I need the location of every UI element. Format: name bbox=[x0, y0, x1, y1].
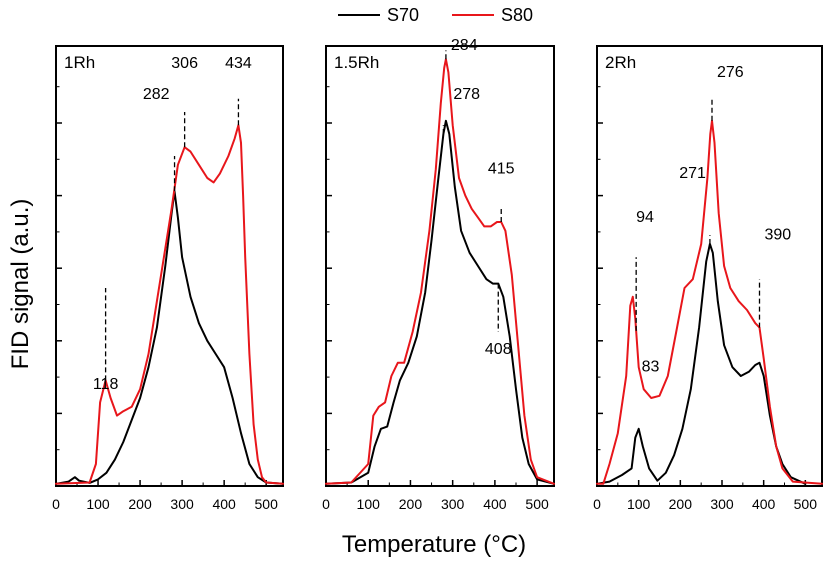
plot-frame bbox=[55, 45, 284, 487]
panel-label: 1.5Rh bbox=[334, 53, 379, 72]
peak-label: 276 bbox=[717, 64, 744, 81]
peak-label: 83 bbox=[642, 359, 660, 376]
x-tick-label: 100 bbox=[627, 496, 651, 512]
plot-frame bbox=[325, 45, 555, 487]
series-line-s80 bbox=[55, 124, 284, 485]
x-tick-label: 200 bbox=[399, 496, 423, 512]
x-tick-label: 0 bbox=[593, 496, 601, 512]
peak-label: 94 bbox=[636, 209, 654, 226]
plot-frame bbox=[596, 45, 823, 487]
peak-label: 282 bbox=[143, 86, 170, 103]
chart-legend: S70 S80 bbox=[338, 5, 533, 25]
x-tick-label: 100 bbox=[86, 496, 110, 512]
peak-label: 118 bbox=[93, 376, 119, 393]
x-tick-label: 200 bbox=[128, 496, 152, 512]
x-tick-label: 500 bbox=[794, 496, 818, 512]
series-line-s70 bbox=[325, 119, 555, 485]
peak-label: 306 bbox=[171, 55, 198, 72]
x-tick-label: 400 bbox=[483, 496, 507, 512]
legend-label: S70 bbox=[387, 5, 419, 25]
peak-label: 408 bbox=[485, 341, 512, 358]
x-tick-label: 500 bbox=[525, 496, 549, 512]
x-tick-label: 400 bbox=[752, 496, 776, 512]
panel-1.5rh: 0 100 200 300 400 500 1.5Rh 284 278 415 408 bbox=[322, 37, 555, 512]
y-axis-title: FID signal (a.u.) bbox=[7, 199, 34, 370]
x-tick-label: 300 bbox=[441, 496, 465, 512]
x-tick-label: 0 bbox=[322, 496, 330, 512]
peak-label: 278 bbox=[453, 86, 480, 103]
x-tick-label: 200 bbox=[669, 496, 693, 512]
peak-label: 271 bbox=[679, 165, 706, 182]
peak-label: 415 bbox=[488, 161, 515, 178]
x-tick-label: 500 bbox=[255, 496, 279, 512]
peak-label: 434 bbox=[225, 55, 252, 72]
x-tick-label: 400 bbox=[212, 496, 236, 512]
x-tick-label: 0 bbox=[52, 496, 60, 512]
panel-2rh: 0 100 200 300 400 500 2Rh 94 83 271 276 390 bbox=[593, 45, 823, 512]
series-line-s80 bbox=[596, 119, 823, 485]
series-line-s80 bbox=[325, 58, 555, 485]
peak-label: 284 bbox=[451, 37, 478, 54]
x-axis-title: Temperature (°C) bbox=[342, 531, 526, 558]
panel-label: 1Rh bbox=[64, 53, 95, 72]
x-tick-label: 300 bbox=[170, 496, 194, 512]
x-tick-label: 100 bbox=[357, 496, 381, 512]
legend-label: S80 bbox=[501, 5, 533, 25]
peak-label: 390 bbox=[765, 227, 792, 244]
series-line-s70 bbox=[596, 243, 807, 485]
x-tick-label: 300 bbox=[710, 496, 734, 512]
legend-entry-s80: S80 bbox=[452, 5, 533, 25]
panel-label: 2Rh bbox=[605, 53, 636, 72]
legend-entry-s70: S70 bbox=[338, 5, 419, 25]
